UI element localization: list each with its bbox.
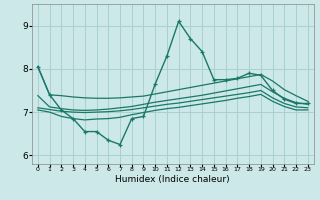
X-axis label: Humidex (Indice chaleur): Humidex (Indice chaleur) (116, 175, 230, 184)
